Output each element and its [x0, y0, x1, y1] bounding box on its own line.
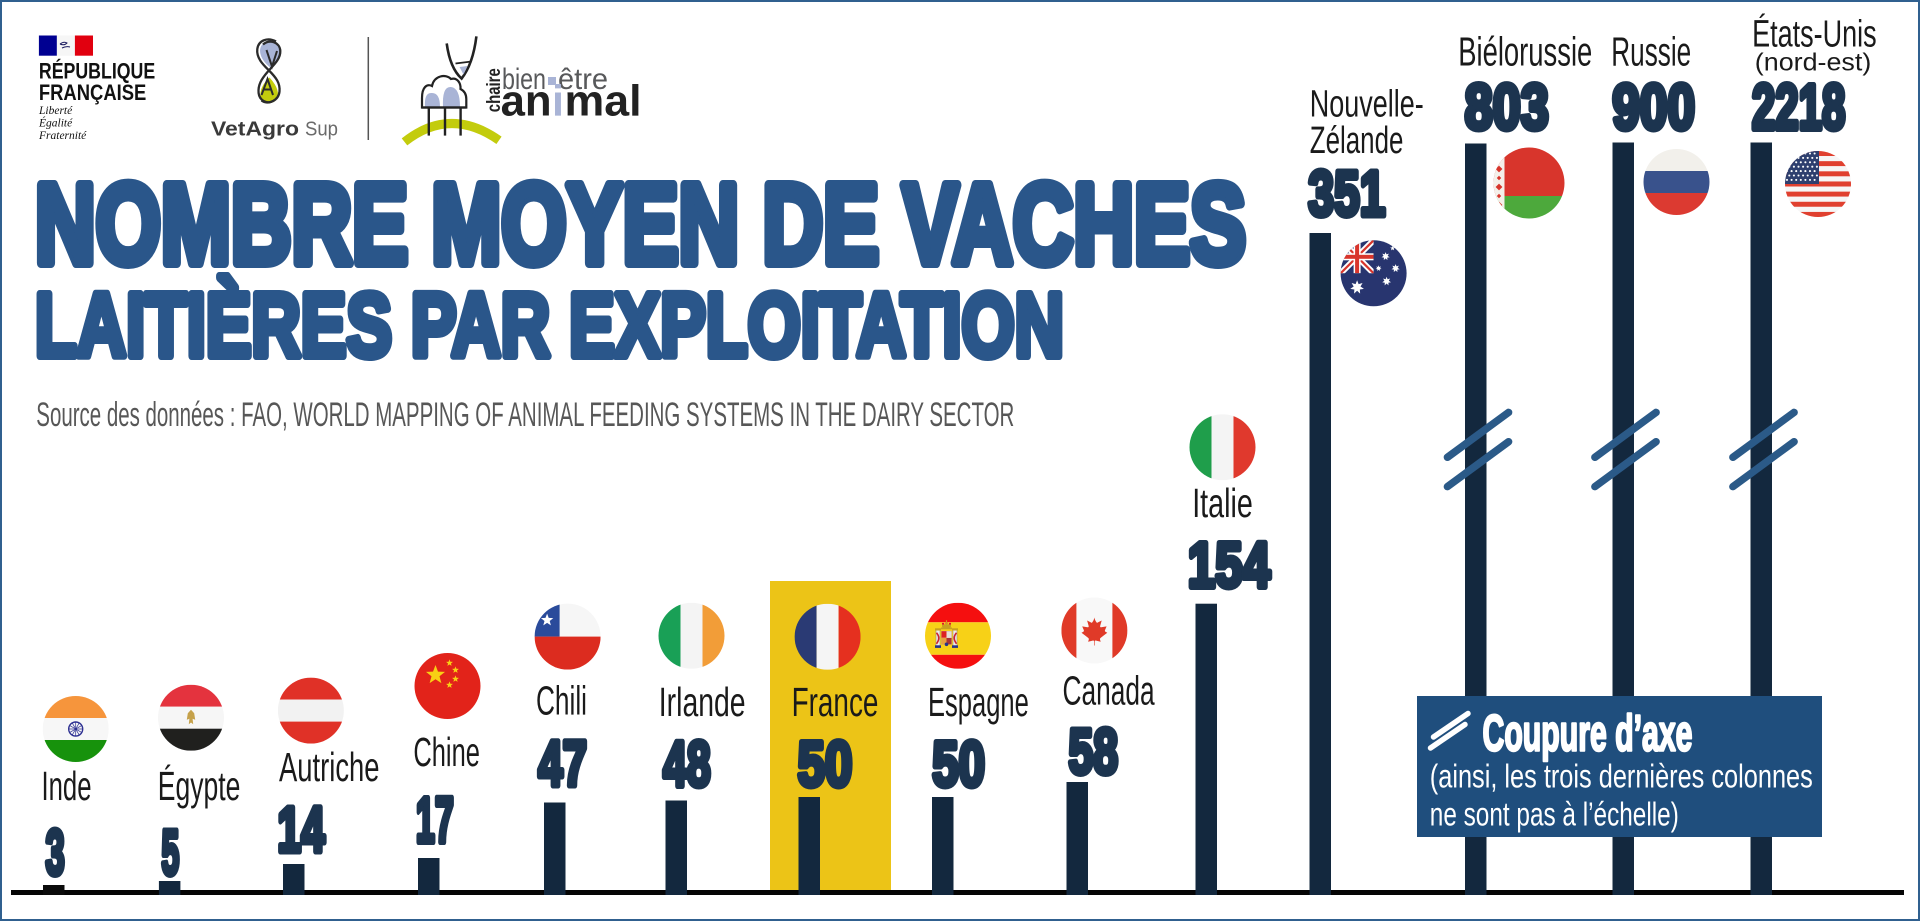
svg-text:Autriche: Autriche	[279, 744, 380, 790]
svg-text:Nouvelle-: Nouvelle-	[1310, 84, 1424, 126]
svg-text:Chine: Chine	[413, 729, 480, 775]
svg-text:(ainsi, les trois dernières co: (ainsi, les trois dernières colonnes	[1430, 759, 1813, 796]
svg-text:2218: 2218	[1752, 71, 1846, 143]
svg-text:Coupure d’axe: Coupure d’axe	[1483, 705, 1693, 762]
svg-text:ne sont pas à l’échelle): ne sont pas à l’échelle)	[1430, 797, 1679, 834]
svg-text:Irlande: Irlande	[659, 679, 746, 725]
svg-text:mal: mal	[565, 76, 642, 125]
svg-text:Zélande: Zélande	[1310, 120, 1404, 162]
svg-text:LAITIÈRES PAR EXPLOITATION: LAITIÈRES PAR EXPLOITATION	[35, 275, 1064, 376]
svg-text:Sup: Sup	[305, 119, 338, 141]
svg-text:Fraternité: Fraternité	[38, 130, 87, 142]
svg-text:VetAgro: VetAgro	[211, 119, 299, 141]
svg-text:48: 48	[663, 728, 711, 800]
svg-text:(nord-est): (nord-est)	[1755, 49, 1872, 77]
svg-text:Inde: Inde	[42, 763, 92, 809]
svg-text:an: an	[501, 76, 552, 125]
svg-text:154: 154	[1188, 529, 1271, 601]
svg-text:58: 58	[1069, 716, 1119, 788]
svg-text:351: 351	[1308, 157, 1385, 229]
svg-text:Chili: Chili	[536, 678, 587, 724]
svg-text:France: France	[792, 679, 879, 725]
svg-text:RÉPUBLIQUE: RÉPUBLIQUE	[39, 58, 155, 83]
svg-text:FRANÇAISE: FRANÇAISE	[39, 80, 146, 105]
svg-text:Liberté: Liberté	[38, 105, 73, 117]
svg-text:803: 803	[1465, 71, 1549, 143]
svg-text:États-Unis: États-Unis	[1752, 13, 1877, 56]
svg-text:Espagne: Espagne	[928, 679, 1029, 725]
svg-text:être: être	[558, 63, 608, 96]
svg-text:14: 14	[277, 794, 325, 866]
svg-text:Italie: Italie	[1192, 480, 1253, 526]
svg-text:Canada: Canada	[1063, 668, 1155, 714]
svg-text:i: i	[552, 76, 564, 125]
svg-text:900: 900	[1612, 71, 1695, 143]
svg-text:Égalité: Égalité	[38, 116, 73, 130]
svg-text:3: 3	[46, 817, 65, 889]
svg-text:bien: bien	[502, 63, 546, 96]
svg-text:50: 50	[798, 728, 853, 800]
svg-text:chaire: chaire	[484, 68, 505, 112]
svg-text:Égypte: Égypte	[158, 763, 241, 809]
svg-text:17: 17	[416, 784, 454, 856]
svg-text:Biélorussie: Biélorussie	[1458, 29, 1592, 75]
svg-text:NOMBRE MOYEN DE VACHES: NOMBRE MOYEN DE VACHES	[35, 161, 1246, 287]
svg-text:Source des données : FAO, WORL: Source des données : FAO, WORLD MAPPING …	[36, 396, 1014, 434]
svg-text:Russie: Russie	[1611, 29, 1691, 75]
svg-text:50: 50	[932, 728, 985, 800]
svg-text:47: 47	[538, 728, 587, 800]
svg-text:5: 5	[161, 817, 179, 889]
